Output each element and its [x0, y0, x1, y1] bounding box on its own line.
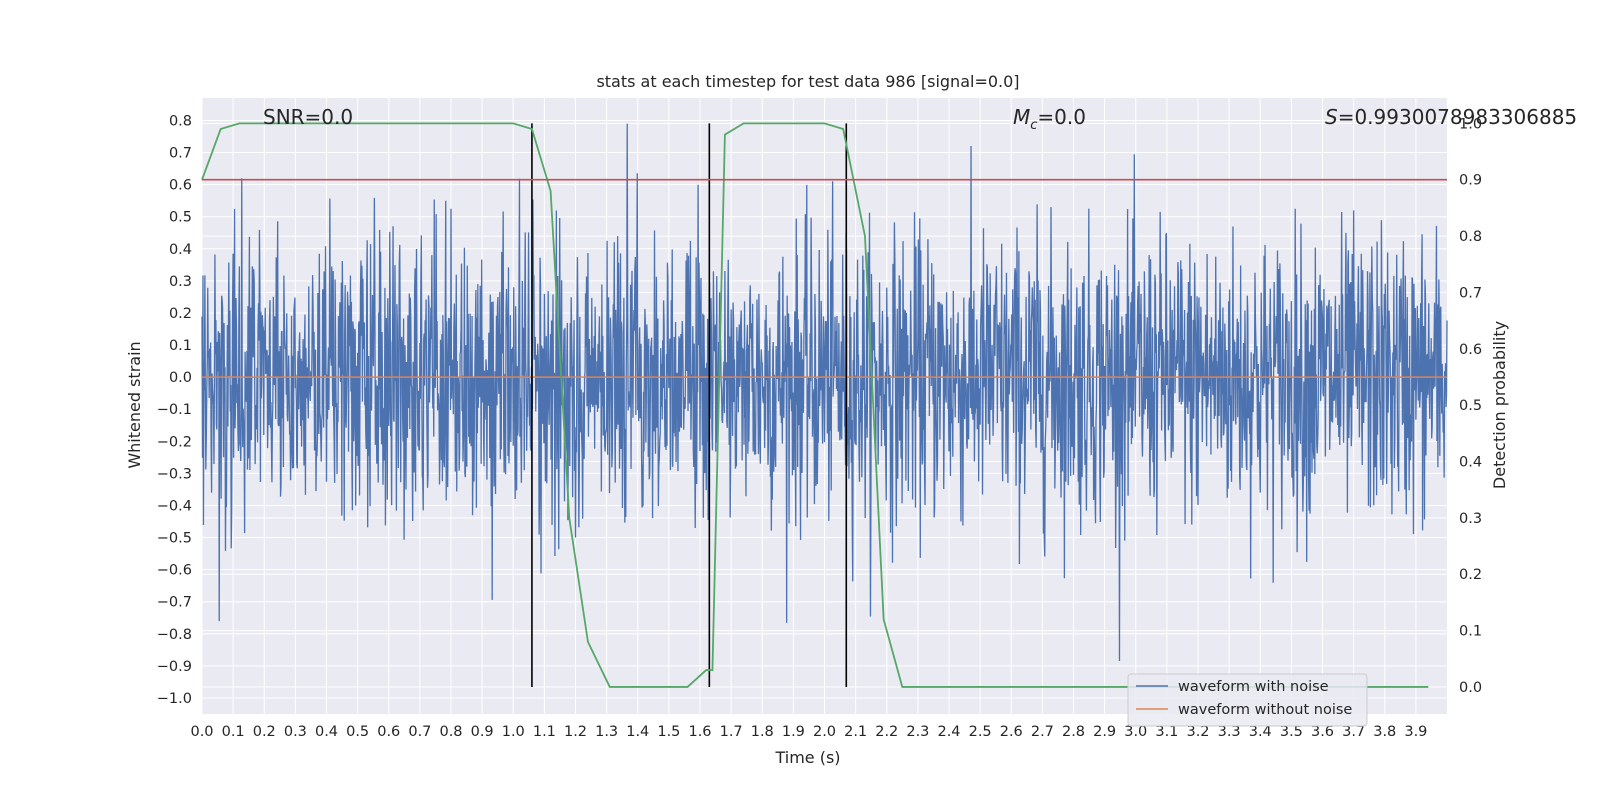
y-tick-label: −0.7: [157, 595, 192, 611]
y-right-tick-label: 0.6: [1459, 342, 1482, 358]
chirp-mass-value: =0.0: [1037, 105, 1086, 129]
x-tick-label: 0.4: [315, 724, 338, 740]
y-tick-label: 0.7: [169, 146, 192, 162]
y-tick-label: −0.4: [157, 498, 192, 514]
x-tick-label: 2.9: [1093, 724, 1116, 740]
legend: waveform with noise waveform without noi…: [1127, 673, 1368, 727]
x-tick-label: 3.2: [1186, 724, 1209, 740]
y-tick-label: −0.5: [157, 531, 192, 547]
y-right-axis-label: Detection probability: [1490, 321, 1509, 489]
legend-label-noise: waveform with noise: [1178, 679, 1329, 695]
vertical-markers: [531, 123, 848, 687]
x-tick-label: 1.6: [688, 724, 711, 740]
x-tick-label: 3.0: [1124, 724, 1147, 740]
y-right-tick-label: 0.7: [1459, 285, 1482, 301]
x-tick-label: 3.7: [1342, 724, 1365, 740]
y-right-axis-ticks: 1.0 0.9 0.8 0.7 0.6 0.5 0.4 0.3 0.2 0.1 0.0: [1459, 116, 1482, 696]
x-tick-label: 1.3: [595, 724, 618, 740]
y-tick-label: 0.6: [169, 178, 192, 194]
y-tick-label: −0.2: [157, 434, 192, 450]
chart-title: stats at each timestep for test data 986…: [596, 72, 1019, 91]
y-axis-label: Whitened strain: [125, 341, 144, 468]
x-tick-label: 0.2: [253, 724, 276, 740]
y-right-tick-label: 0.2: [1459, 567, 1482, 583]
y-right-tick-label: 0.0: [1459, 680, 1482, 696]
y-tick-label: 0.8: [169, 113, 192, 129]
x-tick-label: 2.1: [844, 724, 867, 740]
y-tick-label: −0.6: [157, 563, 192, 579]
x-tick-label: 2.6: [1000, 724, 1023, 740]
x-tick-label: 3.9: [1404, 724, 1427, 740]
noise-line: [201, 123, 1448, 661]
x-tick-label: 3.3: [1218, 724, 1241, 740]
y-right-tick-label: 0.4: [1459, 455, 1482, 471]
y-tick-label: −0.1: [157, 402, 192, 418]
y-right-tick-label: 1.0: [1459, 116, 1482, 132]
x-tick-label: 0.7: [408, 724, 431, 740]
x-tick-label: 3.4: [1249, 724, 1272, 740]
x-axis-ticks: 0.0 0.1 0.2 0.3 0.4 0.5 0.6 0.7 0.8 0.9 1.0 1.1 1.2 1…: [190, 724, 1427, 740]
y-axis-ticks: 0.8 0.7 0.6 0.5 0.4 0.3 0.2 0.1 0.0 −0.1 −0.2 −0.3 −…: [157, 113, 192, 707]
x-tick-label: 3.6: [1311, 724, 1334, 740]
y-right-tick-label: 0.9: [1459, 173, 1482, 189]
y-tick-label: 0.2: [169, 306, 192, 322]
x-axis-label: Time (s): [774, 748, 840, 767]
x-tick-label: 2.4: [937, 724, 960, 740]
snr-annotation: SNR=0.0: [263, 105, 353, 129]
x-tick-label: 2.8: [1062, 724, 1085, 740]
y-tick-label: −0.8: [157, 627, 192, 643]
x-tick-label: 1.4: [626, 724, 649, 740]
x-tick-label: 0.6: [377, 724, 400, 740]
x-tick-label: 1.2: [564, 724, 587, 740]
y-right-tick-label: 0.8: [1459, 229, 1482, 245]
x-tick-label: 1.9: [782, 724, 805, 740]
x-tick-label: 1.7: [720, 724, 743, 740]
x-tick-label: 3.8: [1373, 724, 1396, 740]
y-tick-label: 0.3: [169, 274, 192, 290]
series-waveform-with-noise: [201, 123, 1448, 661]
x-tick-label: 2.7: [1031, 724, 1054, 740]
x-tick-label: 0.8: [439, 724, 462, 740]
x-tick-label: 2.5: [969, 724, 992, 740]
y-tick-label: 0.1: [169, 338, 192, 354]
x-tick-label: 2.0: [813, 724, 836, 740]
x-tick-label: 1.8: [751, 724, 774, 740]
x-tick-label: 1.5: [657, 724, 680, 740]
score-annotation: S=0.9930078983306885: [1325, 105, 1577, 129]
y-right-tick-label: 0.5: [1459, 398, 1482, 414]
x-tick-label: 0.5: [346, 724, 369, 740]
x-tick-label: 2.2: [875, 724, 898, 740]
x-tick-label: 0.3: [284, 724, 307, 740]
score-value: =0.9930078983306885: [1338, 105, 1577, 129]
score-symbol: S: [1325, 105, 1338, 129]
x-tick-label: 2.3: [906, 724, 929, 740]
x-tick-label: 1.1: [533, 724, 556, 740]
y-right-tick-label: 0.1: [1459, 624, 1482, 640]
legend-label-clean: waveform without noise: [1178, 702, 1352, 718]
y-tick-label: −1.0: [157, 691, 192, 707]
x-tick-label: 0.9: [471, 724, 494, 740]
x-tick-label: 0.1: [222, 724, 245, 740]
legend-box: [1127, 673, 1368, 727]
y-tick-label: 0.0: [169, 370, 192, 386]
y-right-tick-label: 0.3: [1459, 511, 1482, 527]
x-tick-label: 1.0: [502, 724, 525, 740]
x-tick-label: 0.0: [190, 724, 213, 740]
chirp-mass-annotation: Mc=0.0: [1013, 105, 1086, 133]
y-tick-label: −0.9: [157, 659, 192, 675]
x-tick-label: 3.1: [1155, 724, 1178, 740]
y-tick-label: 0.5: [169, 210, 192, 226]
chirp-mass-subscript: c: [1030, 118, 1037, 133]
y-tick-label: 0.4: [169, 242, 192, 258]
x-tick-label: 3.5: [1280, 724, 1303, 740]
y-tick-label: −0.3: [157, 466, 192, 482]
chirp-mass-symbol: M: [1013, 105, 1030, 129]
